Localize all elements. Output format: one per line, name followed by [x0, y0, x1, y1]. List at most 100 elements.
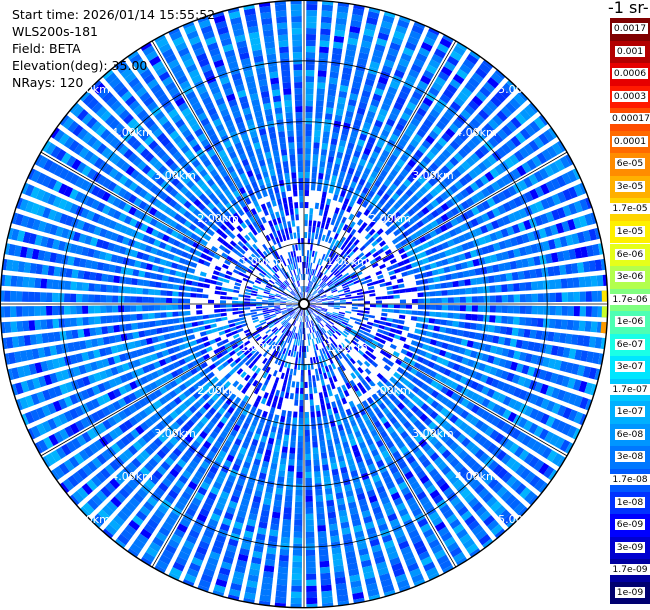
radar-gate [64, 305, 71, 315]
radar-gate [312, 381, 317, 388]
radar-gate [389, 275, 397, 281]
radar-gate [215, 317, 222, 323]
radar-gate [330, 138, 338, 146]
radar-gate [419, 123, 430, 134]
radar-gate [410, 63, 423, 74]
radar-gate [320, 578, 332, 586]
radar-gate [234, 483, 244, 492]
radar-gate [461, 126, 473, 138]
radar-gate [553, 359, 562, 371]
radar-gate [369, 130, 379, 139]
radar-gate [389, 206, 397, 215]
radar-gate [557, 191, 567, 204]
radar-gate [472, 360, 481, 370]
radar-gate [372, 232, 380, 240]
radar-gate [277, 566, 289, 574]
radar-gate [365, 458, 374, 466]
radar-gate [306, 250, 310, 257]
radar-gate [463, 232, 472, 241]
radar-gate [315, 374, 320, 381]
radar-gate [408, 345, 416, 352]
radar-gate [154, 281, 162, 288]
radar-gate [475, 247, 484, 257]
radar-gate [319, 373, 324, 381]
radar-gate [398, 460, 408, 470]
radar-gate [318, 355, 323, 362]
radar-gate [345, 550, 356, 559]
radar-gate [309, 327, 312, 334]
radar-gate [492, 114, 504, 126]
radar-gate [475, 90, 488, 102]
radar-gate [455, 384, 464, 393]
radar-gate [137, 322, 144, 329]
radar-gate [423, 181, 433, 191]
radar-gate [249, 444, 257, 452]
radar-gate [319, 160, 326, 168]
radar-gate [64, 280, 72, 290]
radar-gate [346, 233, 353, 241]
radar-gate [332, 225, 338, 233]
radar-gate [306, 309, 310, 315]
radar-gate [318, 233, 323, 241]
radar-gate [519, 294, 526, 303]
radar-gate [367, 588, 380, 597]
radar-gate [349, 271, 356, 277]
radar-gate [315, 296, 321, 300]
radar-gate [433, 347, 441, 355]
radar-gate [483, 81, 496, 93]
radar-gate [353, 150, 361, 158]
radar-gate [368, 104, 378, 113]
radar-gate [375, 300, 382, 304]
radar-gate [342, 533, 353, 541]
radar-gate [465, 441, 476, 452]
radar-gate [486, 334, 494, 343]
radar-gate [16, 320, 24, 332]
radar-gate [375, 397, 383, 406]
radar-gate [556, 207, 566, 219]
radar-gate [351, 124, 361, 133]
radar-gate [169, 566, 183, 578]
radar-gate [386, 285, 393, 291]
radar-gate [167, 325, 175, 332]
radar-gate [503, 337, 512, 347]
radar-gate [366, 489, 376, 498]
radar-gate [248, 513, 258, 521]
radar-gate [341, 128, 350, 136]
radar-gate [536, 318, 544, 328]
radar-gate [315, 324, 319, 331]
radar-gate [427, 277, 435, 284]
radar-gate [545, 415, 556, 428]
radar-gate [366, 337, 374, 343]
radar-gate [250, 293, 257, 297]
radar-gate [510, 460, 522, 473]
radar-gate [295, 387, 299, 394]
radar-gate [393, 220, 402, 228]
radar-gate [573, 184, 584, 197]
radar-gate [289, 337, 293, 344]
radar-gate [318, 367, 323, 375]
radar-gate [348, 282, 355, 287]
radar-gate [362, 121, 372, 130]
radar-gate [453, 462, 464, 473]
radar-gate [429, 162, 439, 172]
radar-gate [325, 167, 332, 175]
radar-gate [422, 528, 435, 539]
radar-gate [339, 85, 349, 93]
radar-gate [207, 556, 219, 566]
radar-gate [287, 465, 295, 472]
radar-gate [448, 474, 460, 485]
radar-gate [339, 268, 346, 274]
radar-gate [324, 481, 332, 489]
radar-gate [282, 234, 287, 242]
radar-gate [414, 273, 422, 280]
radar-gate [89, 271, 97, 281]
radar-gate [509, 361, 518, 371]
radar-gate [183, 540, 195, 550]
radar-gate [383, 421, 392, 430]
radar-gate [373, 434, 381, 443]
radar-gate [335, 283, 342, 288]
radar-gate [573, 200, 583, 213]
radar-gate [371, 361, 379, 368]
radar-gate [429, 370, 438, 378]
radar-gate [456, 329, 464, 337]
